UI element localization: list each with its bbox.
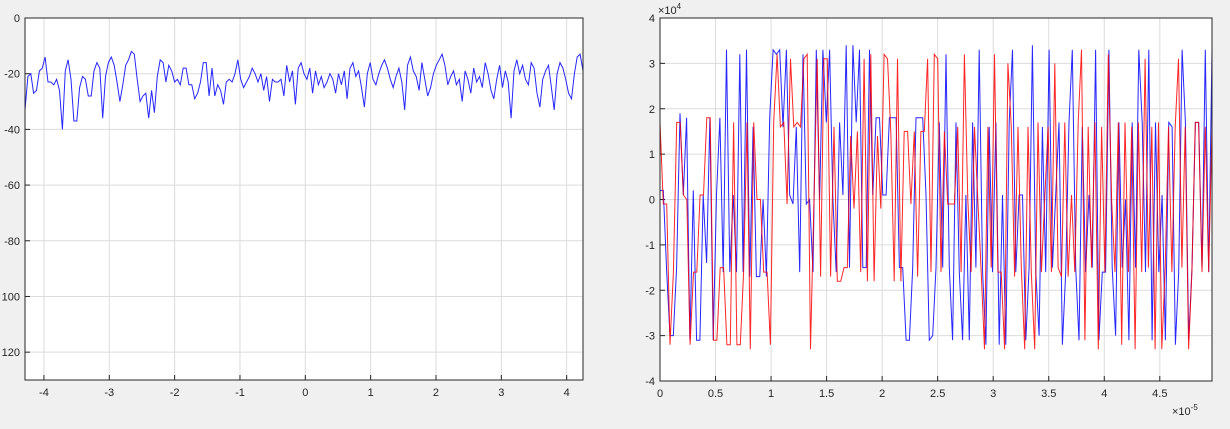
y-tick-label: 3 — [649, 58, 655, 70]
y-exponent-power: 4 — [677, 2, 682, 11]
y-tick-label: -2 — [645, 285, 655, 297]
axes-1: -4 -3 -2 -1 0 1 2 3 4 0 -20 -40 -60 -80 100 120 — [2, 13, 584, 399]
x-tick-label: 2 — [879, 388, 885, 400]
y-tick-label: 100 — [2, 291, 20, 303]
x-tick-label: 0.5 — [708, 388, 723, 400]
y-tick-label: 4 — [649, 13, 655, 25]
x-tick-label: 4 — [1101, 388, 1107, 400]
series-line-2 — [659, 49, 1213, 350]
x-exponent-label: ×10-5 — [1172, 403, 1198, 418]
y-exponent-label: ×104 — [658, 2, 682, 17]
x-tick-label: -3 — [104, 387, 114, 399]
axes-2: 0 0.5 1 1.5 2 2.5 3 3.5 4 4.543210-1-2-3-4×104×10… — [645, 2, 1213, 418]
y-tick-label: -4 — [645, 376, 655, 388]
series-line-1 — [660, 45, 1213, 345]
x-tick-label: 1.5 — [819, 388, 834, 400]
x-tick-label: 2.5 — [930, 388, 945, 400]
y-tick-label: -3 — [645, 331, 655, 343]
x-tick-label: -2 — [170, 387, 180, 399]
y-tick-label: 1 — [649, 149, 655, 161]
y-tick-label: -20 — [4, 69, 20, 81]
y-exponent-base: ×10 — [658, 5, 677, 17]
x-tick-label: -1 — [235, 387, 245, 399]
y-tick-label: 0 — [649, 195, 655, 207]
y-tick-label: 0 — [14, 13, 20, 25]
y-tick-label: -40 — [4, 124, 20, 136]
y-tick-label: -80 — [4, 236, 20, 248]
x-tick-label: 3.5 — [1041, 388, 1056, 400]
plot-area — [25, 18, 583, 380]
x-tick-label: 0 — [302, 387, 308, 399]
x-exponent-power: -5 — [1191, 403, 1199, 412]
axes-box — [24, 17, 584, 381]
x-tick-label: 3 — [498, 387, 504, 399]
y-tick-label: 2 — [649, 104, 655, 116]
x-tick-label: 0 — [657, 388, 663, 400]
x-tick-label: 1 — [368, 387, 374, 399]
axes-box — [659, 17, 1213, 382]
y-tick-label: 120 — [2, 347, 20, 359]
x-tick-label: 4.5 — [1152, 388, 1167, 400]
x-tick-label: -4 — [39, 387, 49, 399]
x-tick-label: 4 — [564, 387, 570, 399]
y-tick-label: -60 — [4, 180, 20, 192]
x-tick-label: 2 — [433, 387, 439, 399]
series-line-1 — [24, 50, 584, 130]
x-tick-label: 3 — [990, 388, 996, 400]
x-tick-label: 1 — [768, 388, 774, 400]
y-tick-label: -1 — [645, 240, 655, 252]
x-exponent-base: ×10 — [1172, 406, 1191, 418]
